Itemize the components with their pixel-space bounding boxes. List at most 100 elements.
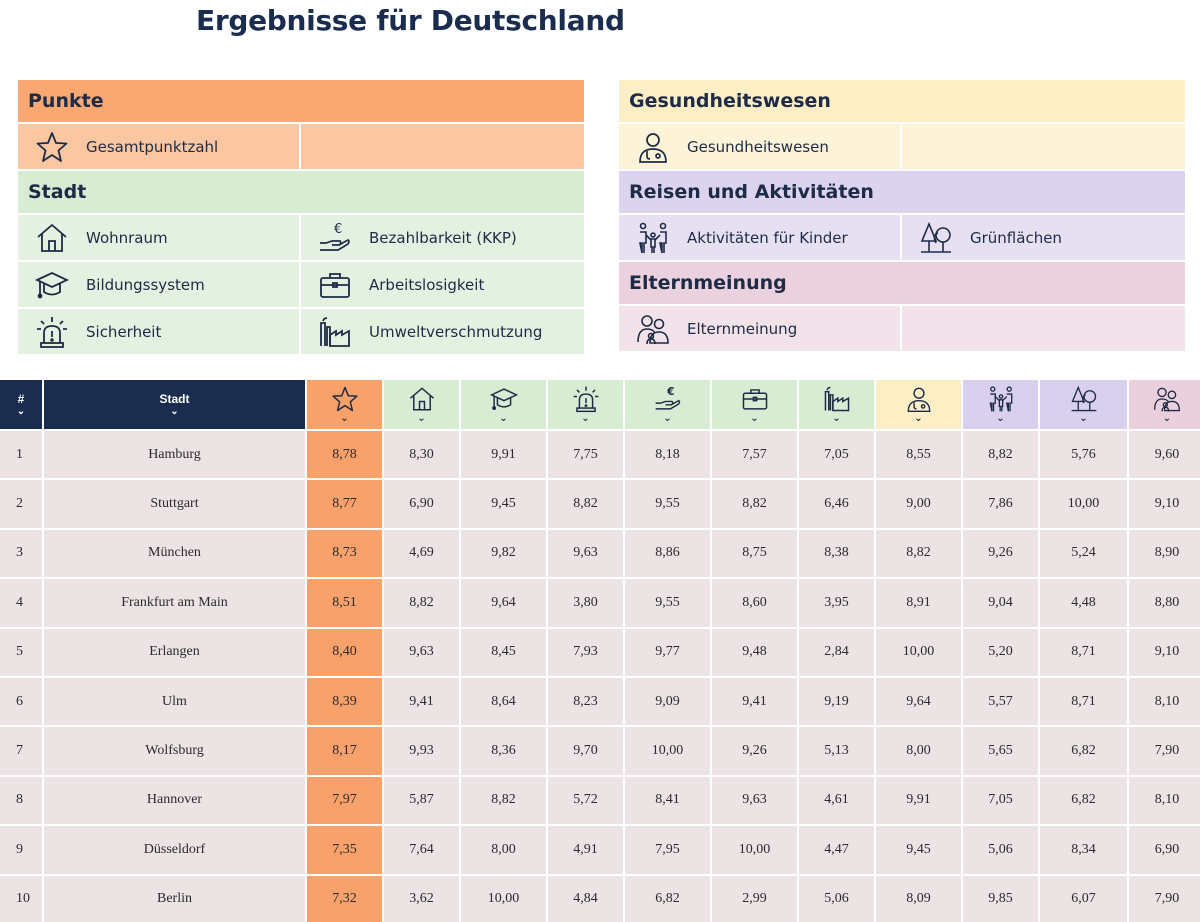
score-cell: 5,87 — [384, 776, 459, 825]
alarm-light-icon — [573, 386, 598, 413]
sort-city-header[interactable]: Stadt ⌄ — [44, 380, 305, 429]
graduation-cap-icon — [32, 267, 72, 303]
score-cell: 4,91 — [548, 826, 623, 874]
score-cell: 8,41 — [625, 776, 710, 825]
legend-item-label: Wohnraum — [86, 228, 168, 247]
legend-right: Gesundheitswesen Gesundheitswesen Reisen… — [619, 80, 1185, 353]
legend-item-wohnraum: Wohnraum — [18, 215, 301, 260]
score-cell: 8,45 — [461, 628, 546, 676]
score-cell: 8,38 — [799, 529, 874, 578]
rank-cell: 1 — [0, 431, 42, 479]
total-score-cell: 8,51 — [307, 579, 382, 627]
chevron-down-icon: ⌄ — [340, 413, 349, 424]
score-cell: 8,90 — [1129, 529, 1200, 578]
score-cell: 9,00 — [876, 480, 961, 528]
score-cell: 5,72 — [548, 776, 623, 825]
city-cell: Wolfsburg — [44, 727, 305, 775]
sort-sicherheit-header[interactable]: ⌄ — [548, 380, 623, 429]
svg-text:€: € — [334, 222, 342, 237]
doctor-icon — [633, 129, 673, 165]
city-cell: Ulm — [44, 677, 305, 726]
score-cell: 10,00 — [461, 875, 546, 922]
legend-item-bezahlbarkeit: € Bezahlbarkeit (KKP) — [301, 215, 584, 260]
rank-cell: 4 — [0, 579, 42, 627]
total-score-cell: 8,39 — [307, 677, 382, 726]
score-cell: 9,45 — [876, 826, 961, 874]
sort-gruenflaechen-header[interactable]: ⌄ — [1040, 380, 1127, 429]
city-cell: Hannover — [44, 776, 305, 825]
sort-elternmeinung-header[interactable]: ⌄ — [1129, 380, 1200, 429]
score-cell: 9,26 — [963, 529, 1038, 578]
score-cell: 10,00 — [712, 826, 797, 874]
score-cell: 7,57 — [712, 431, 797, 479]
score-cell: 5,20 — [963, 628, 1038, 676]
legend-item-gesundheitswesen: Gesundheitswesen — [619, 124, 902, 169]
city-cell: München — [44, 529, 305, 578]
score-cell: 6,07 — [1040, 875, 1127, 922]
score-cell: 8,80 — [1129, 579, 1200, 627]
score-cell: 7,86 — [963, 480, 1038, 528]
score-cell: 7,05 — [799, 431, 874, 479]
family-icon — [633, 220, 673, 256]
star-icon — [32, 129, 72, 165]
score-cell: 3,95 — [799, 579, 874, 627]
total-score-cell: 7,97 — [307, 776, 382, 825]
score-cell: 4,69 — [384, 529, 459, 578]
chevron-down-icon: ⌄ — [663, 413, 672, 424]
score-cell: 5,57 — [963, 677, 1038, 726]
table-row: 6 Ulm 8,39 9,41 8,64 8,23 9,09 9,41 9,19 9,64 5,57… — [0, 677, 1200, 726]
legend-empty-cell — [301, 124, 584, 169]
chevron-down-icon: ⌄ — [914, 413, 923, 424]
category-heading-reisen: Reisen und Aktivitäten — [619, 171, 1185, 215]
score-cell: 8,82 — [548, 480, 623, 528]
category-heading-elternmeinung: Elternmeinung — [619, 262, 1185, 306]
score-cell: 9,91 — [461, 431, 546, 479]
legend-empty-cell — [902, 124, 1185, 169]
score-cell: 9,91 — [876, 776, 961, 825]
chevron-down-icon: ⌄ — [996, 413, 1005, 424]
family-icon — [988, 386, 1012, 412]
sort-gesundheitswesen-header[interactable]: ⌄ — [876, 380, 961, 429]
score-cell: 6,82 — [1040, 727, 1127, 775]
score-cell: 9,41 — [712, 677, 797, 726]
rank-cell: 10 — [0, 875, 42, 922]
house-icon — [32, 220, 72, 256]
score-cell: 8,91 — [876, 579, 961, 627]
city-cell: Erlangen — [44, 628, 305, 676]
sort-bezahlbarkeit-header[interactable]: € ⌄ — [625, 380, 710, 429]
sort-umweltverschmutzung-header[interactable]: ⌄ — [799, 380, 874, 429]
table-row: 5 Erlangen 8,40 9,63 8,45 7,93 9,77 9,48 2,84 10,… — [0, 628, 1200, 676]
table-row: 8 Hannover 7,97 5,87 8,82 5,72 8,41 9,63 4,61 9,9… — [0, 776, 1200, 825]
table-row: 10 Berlin 7,32 3,62 10,00 4,84 6,82 2,99 5,06 8,0… — [0, 875, 1200, 922]
score-cell: 9,63 — [548, 529, 623, 578]
table-row: 7 Wolfsburg 8,17 9,93 8,36 9,70 10,00 9,26 5,13 8… — [0, 727, 1200, 775]
sort-bildungssystem-header[interactable]: ⌄ — [461, 380, 546, 429]
sort-wohnraum-header[interactable]: ⌄ — [384, 380, 459, 429]
alarm-light-icon — [32, 314, 72, 350]
total-score-cell: 8,77 — [307, 480, 382, 528]
legend-item-elternmeinung: Elternmeinung — [619, 306, 902, 351]
sort-rank-header[interactable]: # ⌄ — [0, 380, 42, 429]
euro-hand-icon: € — [315, 220, 355, 256]
sort-gesamtpunktzahl-header[interactable]: ⌄ — [307, 380, 382, 429]
legend-item-aktivitaeten-kinder: Aktivitäten für Kinder — [619, 215, 902, 260]
trees-icon — [916, 220, 956, 256]
score-cell: 8,64 — [461, 677, 546, 726]
score-cell: 4,84 — [548, 875, 623, 922]
score-cell: 8,55 — [876, 431, 961, 479]
score-cell: 9,64 — [876, 677, 961, 726]
score-cell: 3,62 — [384, 875, 459, 922]
score-cell: 8,82 — [876, 529, 961, 578]
table-row: 2 Stuttgart 8,77 6,90 9,45 8,82 9,55 8,82 6,46 9,… — [0, 480, 1200, 528]
city-cell: Berlin — [44, 875, 305, 922]
score-cell: 9,55 — [625, 480, 710, 528]
score-cell: 9,82 — [461, 529, 546, 578]
score-cell: 2,84 — [799, 628, 874, 676]
sort-aktivitaeten-header[interactable]: ⌄ — [963, 380, 1038, 429]
score-cell: 4,47 — [799, 826, 874, 874]
chevron-down-icon: ⌄ — [581, 413, 590, 424]
score-cell: 6,46 — [799, 480, 874, 528]
score-cell: 7,93 — [548, 628, 623, 676]
table-body: 1 Hamburg 8,78 8,30 9,91 7,75 8,18 7,57 7,05 8,55… — [0, 431, 1200, 922]
sort-arbeitslosigkeit-header[interactable]: ⌄ — [712, 380, 797, 429]
